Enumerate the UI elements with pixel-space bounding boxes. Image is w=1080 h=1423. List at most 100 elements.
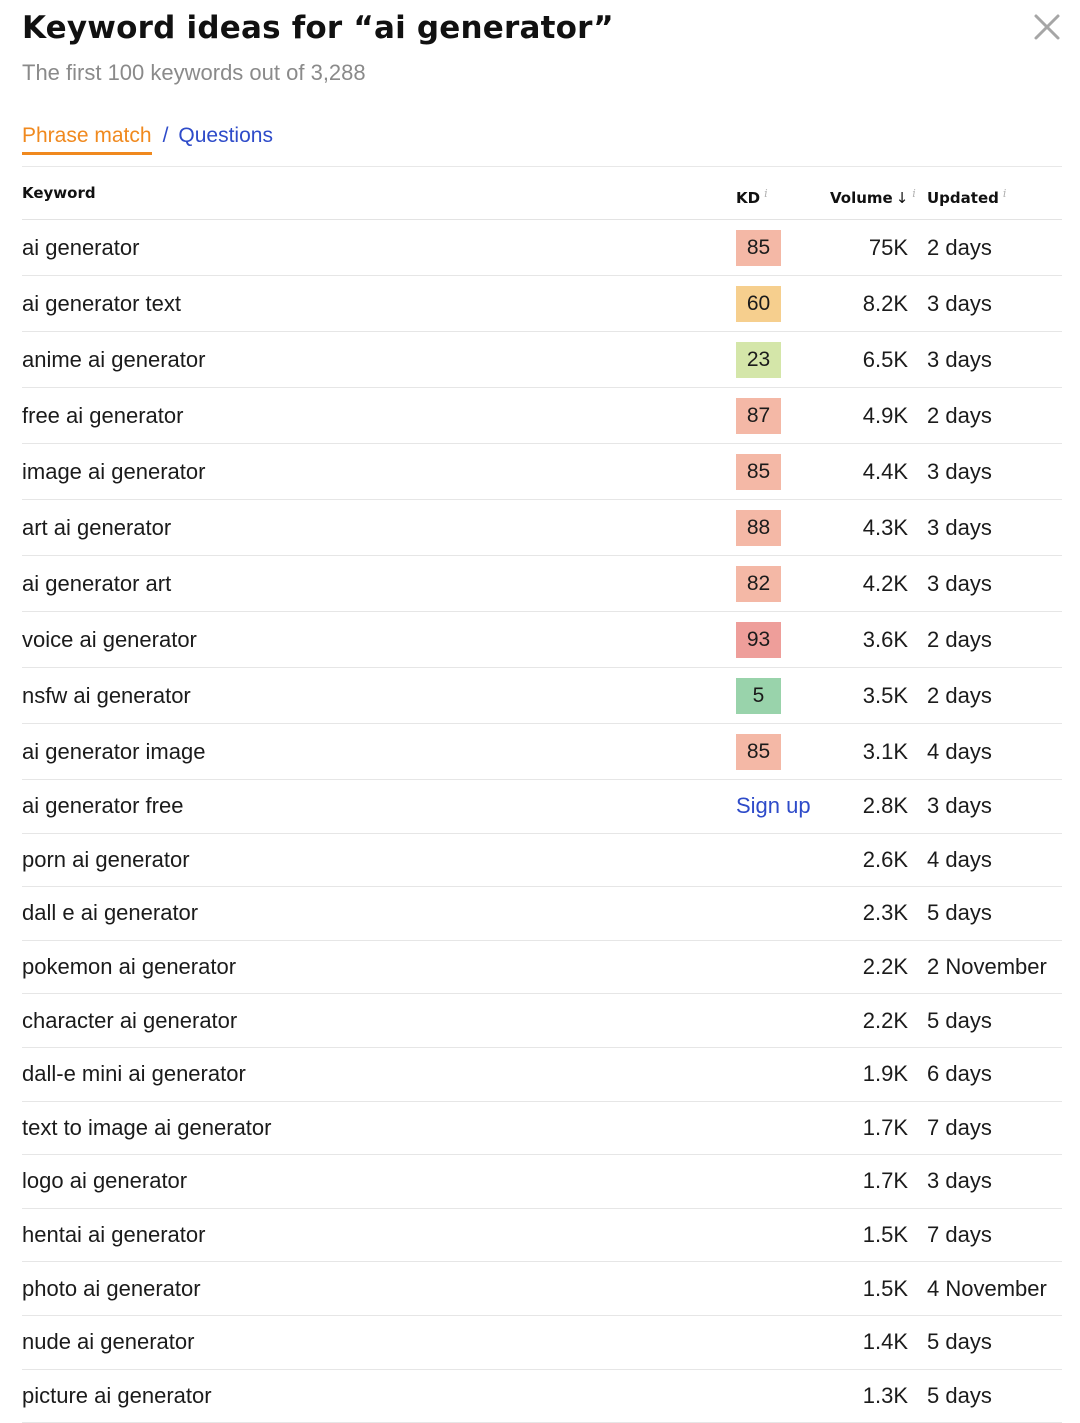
keyword-cell[interactable]: logo ai generator bbox=[22, 1168, 188, 1194]
column-header-keyword[interactable]: Keyword bbox=[22, 184, 96, 202]
keyword-cell[interactable]: image ai generator bbox=[22, 458, 206, 484]
table-header: Keyword KD i Volume ↓ i Updated i bbox=[22, 166, 1062, 220]
volume-cell: 3.6K bbox=[862, 626, 908, 652]
column-header-updated-label: Updated bbox=[927, 189, 999, 207]
tab-phrase-match[interactable]: Phrase match bbox=[22, 124, 152, 155]
updated-cell: 7 days bbox=[927, 1222, 992, 1248]
updated-cell: 3 days bbox=[927, 290, 992, 316]
volume-cell: 75K bbox=[868, 234, 908, 260]
volume-cell: 2.3K bbox=[862, 900, 908, 926]
keyword-cell[interactable]: pokemon ai generator bbox=[22, 954, 237, 980]
kd-badge: 85 bbox=[736, 229, 781, 266]
volume-cell: 4.4K bbox=[862, 458, 908, 484]
keyword-cell[interactable]: ai generator free bbox=[22, 793, 184, 819]
sort-arrow-down-icon: ↓ bbox=[895, 189, 909, 207]
kd-badge: 93 bbox=[736, 621, 781, 658]
updated-cell: 3 days bbox=[927, 1168, 992, 1194]
kd-badge: 85 bbox=[736, 453, 781, 490]
updated-cell: 5 days bbox=[927, 1329, 992, 1355]
table-row: nude ai generator 1.4K 5 days bbox=[22, 1316, 1062, 1370]
table-row: porn ai generator 2.6K 4 days bbox=[22, 834, 1062, 888]
updated-cell: 2 days bbox=[927, 682, 992, 708]
page-subtitle: The first 100 keywords out of 3,288 bbox=[22, 60, 366, 85]
volume-cell: 3.1K bbox=[862, 738, 908, 764]
keyword-cell[interactable]: nsfw ai generator bbox=[22, 682, 191, 708]
close-icon bbox=[1034, 14, 1060, 40]
volume-cell: 1.9K bbox=[862, 1061, 908, 1087]
column-header-volume-label: Volume bbox=[830, 189, 893, 207]
volume-cell: 2.6K bbox=[862, 846, 908, 872]
table-row: hentai ai generator 1.5K 7 days bbox=[22, 1209, 1062, 1263]
updated-cell: 2 days bbox=[927, 234, 992, 260]
updated-cell: 5 days bbox=[927, 1382, 992, 1408]
table-row: ai generator text 60 8.2K 3 days bbox=[22, 276, 1062, 332]
table-row: free ai generator 87 4.9K 2 days bbox=[22, 388, 1062, 444]
updated-cell: 4 days bbox=[927, 738, 992, 764]
table-row: anime ai generator 23 6.5K 3 days bbox=[22, 332, 1062, 388]
keyword-cell[interactable]: anime ai generator bbox=[22, 346, 206, 372]
table-row: nsfw ai generator 5 3.5K 2 days bbox=[22, 668, 1062, 724]
keyword-cell[interactable]: art ai generator bbox=[22, 514, 172, 540]
info-icon[interactable]: i bbox=[764, 187, 768, 200]
page-title: Keyword ideas for “ai generator” bbox=[22, 10, 614, 46]
volume-cell: 3.5K bbox=[862, 682, 908, 708]
match-tabs: Phrase match / Questions bbox=[22, 124, 273, 155]
column-header-volume[interactable]: Volume ↓ i bbox=[830, 187, 916, 207]
kd-badge: 82 bbox=[736, 565, 781, 602]
keyword-cell[interactable]: dall-e mini ai generator bbox=[22, 1061, 246, 1087]
info-icon[interactable]: i bbox=[1002, 187, 1007, 200]
keyword-cell[interactable]: dall e ai generator bbox=[22, 900, 199, 926]
keyword-cell[interactable]: hentai ai generator bbox=[22, 1222, 206, 1248]
keyword-cell[interactable]: text to image ai generator bbox=[22, 1114, 272, 1140]
keyword-cell[interactable]: nude ai generator bbox=[22, 1329, 195, 1355]
volume-cell: 1.7K bbox=[862, 1168, 908, 1194]
keyword-cell[interactable]: character ai generator bbox=[22, 1007, 238, 1033]
table-row: text to image ai generator 1.7K 7 days bbox=[22, 1102, 1062, 1156]
updated-cell: 4 days bbox=[927, 846, 992, 872]
kd-badge: 85 bbox=[736, 733, 781, 770]
table-row: ai generator free Sign up 2.8K 3 days bbox=[22, 780, 1062, 834]
column-header-kd[interactable]: KD i bbox=[736, 187, 768, 207]
volume-cell: 1.5K bbox=[862, 1275, 908, 1301]
keyword-cell[interactable]: ai generator art bbox=[22, 570, 172, 596]
volume-cell: 1.3K bbox=[862, 1382, 908, 1408]
updated-cell: 5 days bbox=[927, 1007, 992, 1033]
tab-questions[interactable]: Questions bbox=[178, 124, 273, 147]
table-row: picture ai generator 1.3K 5 days bbox=[22, 1370, 1062, 1423]
keyword-cell[interactable]: ai generator bbox=[22, 234, 140, 260]
kd-badge: 60 bbox=[736, 285, 781, 322]
table-row: image ai generator 85 4.4K 3 days bbox=[22, 444, 1062, 500]
table-row: dall-e mini ai generator 1.9K 6 days bbox=[22, 1048, 1062, 1102]
volume-cell: 2.2K bbox=[862, 954, 908, 980]
kd-badge: 88 bbox=[736, 509, 781, 546]
column-header-updated[interactable]: Updated i bbox=[927, 187, 1006, 207]
table-row: dall e ai generator 2.3K 5 days bbox=[22, 887, 1062, 941]
volume-cell: 4.3K bbox=[862, 514, 908, 540]
keyword-cell[interactable]: ai generator text bbox=[22, 290, 181, 316]
table-row: ai generator 85 75K 2 days bbox=[22, 220, 1062, 276]
table-row: ai generator art 82 4.2K 3 days bbox=[22, 556, 1062, 612]
table-row: voice ai generator 93 3.6K 2 days bbox=[22, 612, 1062, 668]
updated-cell: 3 days bbox=[927, 346, 992, 372]
volume-cell: 1.5K bbox=[862, 1222, 908, 1248]
updated-cell: 4 November bbox=[927, 1275, 1047, 1301]
keyword-cell[interactable]: picture ai generator bbox=[22, 1382, 212, 1408]
keyword-cell[interactable]: photo ai generator bbox=[22, 1275, 201, 1301]
table-row: art ai generator 88 4.3K 3 days bbox=[22, 500, 1062, 556]
close-button[interactable] bbox=[1030, 10, 1064, 44]
table-row: logo ai generator 1.7K 3 days bbox=[22, 1155, 1062, 1209]
keyword-table: Keyword KD i Volume ↓ i Updated i ai generat… bbox=[22, 166, 1062, 1423]
volume-cell: 2.8K bbox=[862, 793, 908, 819]
table-row: character ai generator 2.2K 5 days bbox=[22, 994, 1062, 1048]
updated-cell: 3 days bbox=[927, 793, 992, 819]
volume-cell: 8.2K bbox=[862, 290, 908, 316]
sign-up-link[interactable]: Sign up bbox=[736, 793, 811, 819]
kd-badge: 5 bbox=[736, 677, 781, 714]
keyword-cell[interactable]: ai generator image bbox=[22, 738, 206, 764]
volume-cell: 2.2K bbox=[862, 1007, 908, 1033]
updated-cell: 3 days bbox=[927, 514, 992, 540]
keyword-cell[interactable]: free ai generator bbox=[22, 402, 184, 428]
keyword-cell[interactable]: voice ai generator bbox=[22, 626, 197, 652]
info-icon[interactable]: i bbox=[912, 187, 916, 200]
keyword-cell[interactable]: porn ai generator bbox=[22, 846, 190, 872]
